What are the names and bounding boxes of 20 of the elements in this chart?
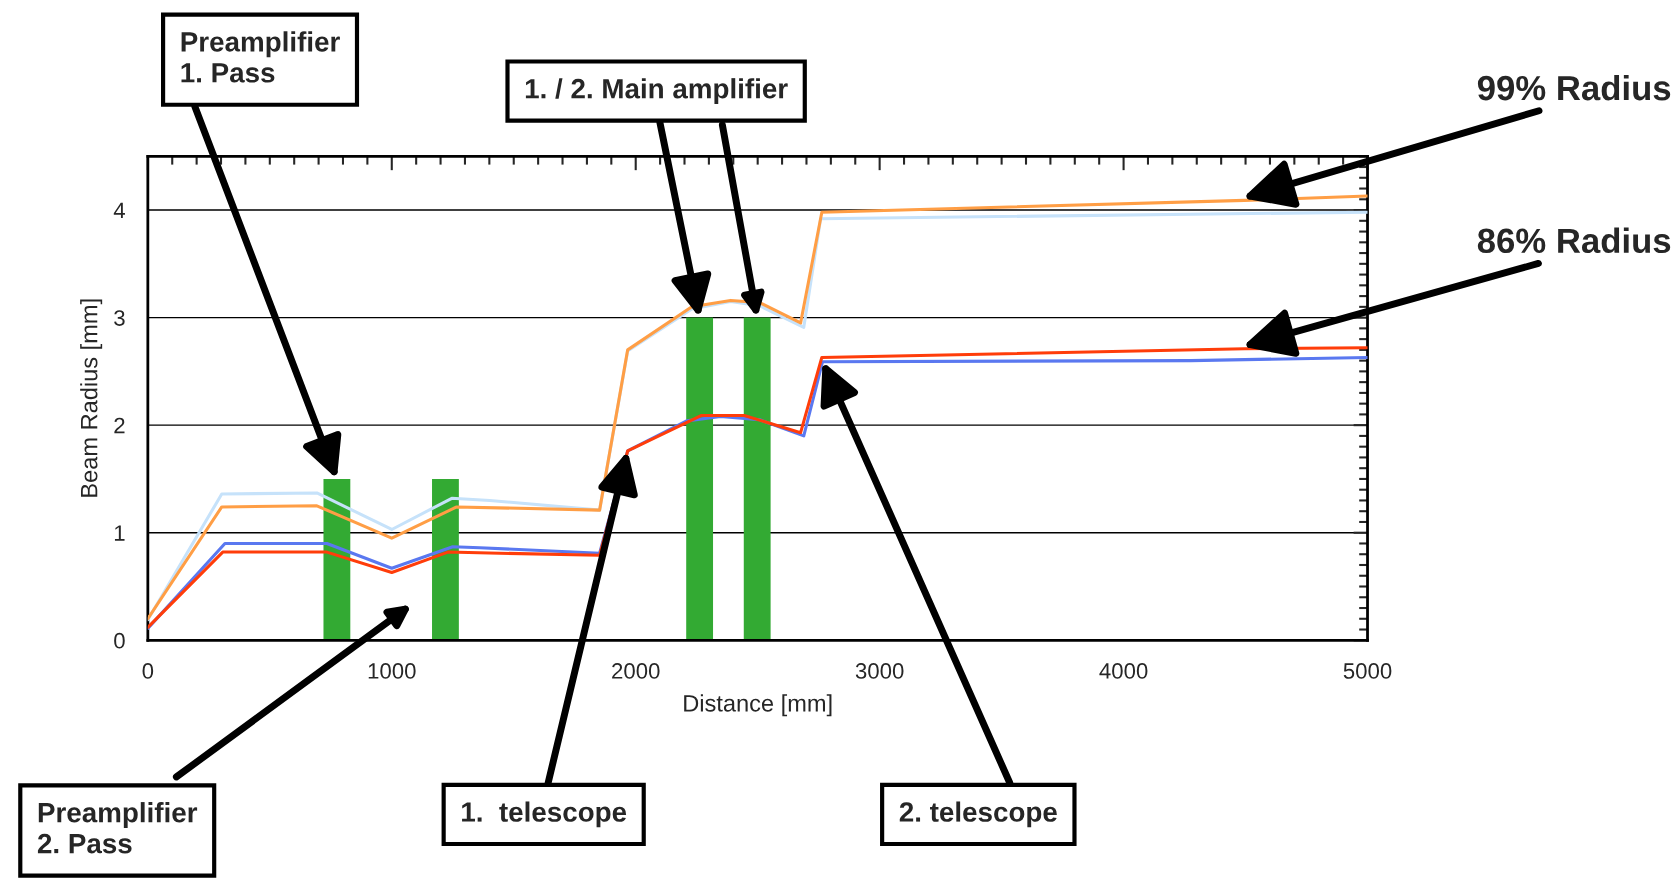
text: Preamplifier 2. Pass: [37, 802, 198, 854]
annotation: 2. telescope: [899, 801, 1057, 828]
y-tick-label: 3: [114, 310, 125, 326]
x-tick-label: 2000: [612, 663, 660, 679]
annotation: 1. telescope: [462, 801, 627, 828]
x-tick-label: 3000: [855, 663, 904, 679]
y-tick-label: 1: [114, 525, 125, 541]
annotation: 1. / 2. Main amplifier: [525, 78, 788, 105]
x-tick-label: 5000: [1343, 663, 1392, 679]
annotation: 99% Radius: [1477, 74, 1671, 101]
x-tick-label: 4000: [1099, 663, 1148, 679]
x-tick-label: 1000: [368, 663, 416, 679]
y-tick-label: 4: [113, 202, 125, 219]
y-axis-title: Beam Radius [mm]: [80, 299, 103, 497]
x-tick-label: 0: [142, 663, 154, 679]
y-tick-label: 0: [114, 632, 125, 649]
x-axis-title: Distance [mm]: [684, 694, 832, 717]
annotation: 86% Radius: [1477, 227, 1671, 254]
annotation: Preamplifier 1. Pass: [181, 31, 340, 83]
y-tick-label: 2: [114, 417, 125, 434]
